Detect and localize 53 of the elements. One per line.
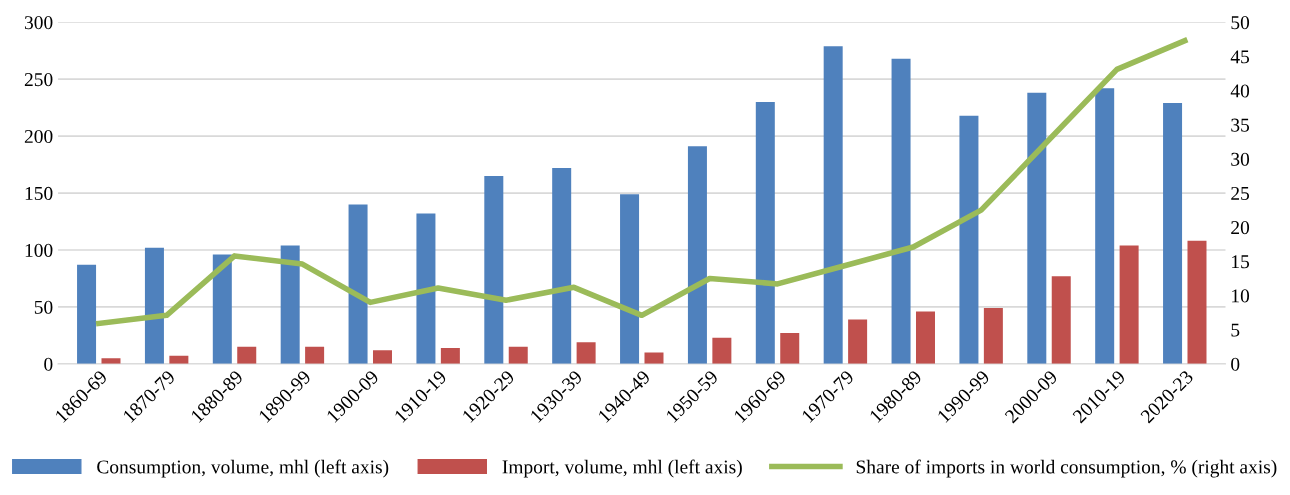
bar [983,308,1003,364]
bar [372,350,392,364]
bar [1027,92,1047,364]
bar [280,245,300,364]
bar [416,213,436,364]
bar [915,311,935,364]
bar [644,352,664,364]
y-tick-label: 150 [25,186,53,200]
y-tick-label: 200 [24,129,53,144]
bar [687,146,707,364]
bar [144,247,164,364]
bar [780,333,800,364]
bar [576,342,596,364]
bar [848,319,868,364]
y2-tick-label: 15 [1232,255,1250,269]
bar [1187,240,1207,364]
bar [440,347,460,364]
bar [959,115,979,364]
bar [237,346,257,364]
legend-label: Share of imports in world consumption, % (right axis) [856,459,1277,478]
legend-label: Consumption, volume, mhl (left axis) [97,459,389,478]
y2-tick-label: 10 [1232,289,1250,303]
bar [823,46,843,364]
y2-tick-label: 50 [1231,16,1250,30]
y2-tick-label: 0 [1231,357,1240,371]
y2-tick-label: 45 [1230,50,1250,64]
legend-label: Import, volume, mhl (left axis) [502,459,742,478]
bar [1051,276,1071,364]
y2-tick-label: 35 [1231,118,1250,132]
bar [1119,245,1139,364]
y2-tick-label: 30 [1231,152,1250,166]
bar [891,58,911,364]
bar [712,337,732,364]
bar [212,254,232,364]
bar [77,264,97,364]
y-tick-label: 100 [25,243,53,257]
bar [348,204,368,364]
y-tick-label: 0 [44,357,53,371]
bar [484,175,504,364]
y2-tick-label: 20 [1231,221,1250,235]
y-tick-label: 250 [24,73,53,87]
bar [305,346,325,364]
y2-tick-label: 40 [1230,84,1250,98]
bar [1163,103,1183,364]
y-tick-label: 50 [34,300,53,314]
bar [552,168,572,364]
bar [755,101,775,364]
bar [620,194,640,364]
y2-tick-label: 5 [1231,323,1240,337]
bar [508,346,528,364]
bar [1095,88,1115,364]
y-tick-label: 300 [24,16,53,30]
y2-tick-label: 25 [1231,186,1250,200]
